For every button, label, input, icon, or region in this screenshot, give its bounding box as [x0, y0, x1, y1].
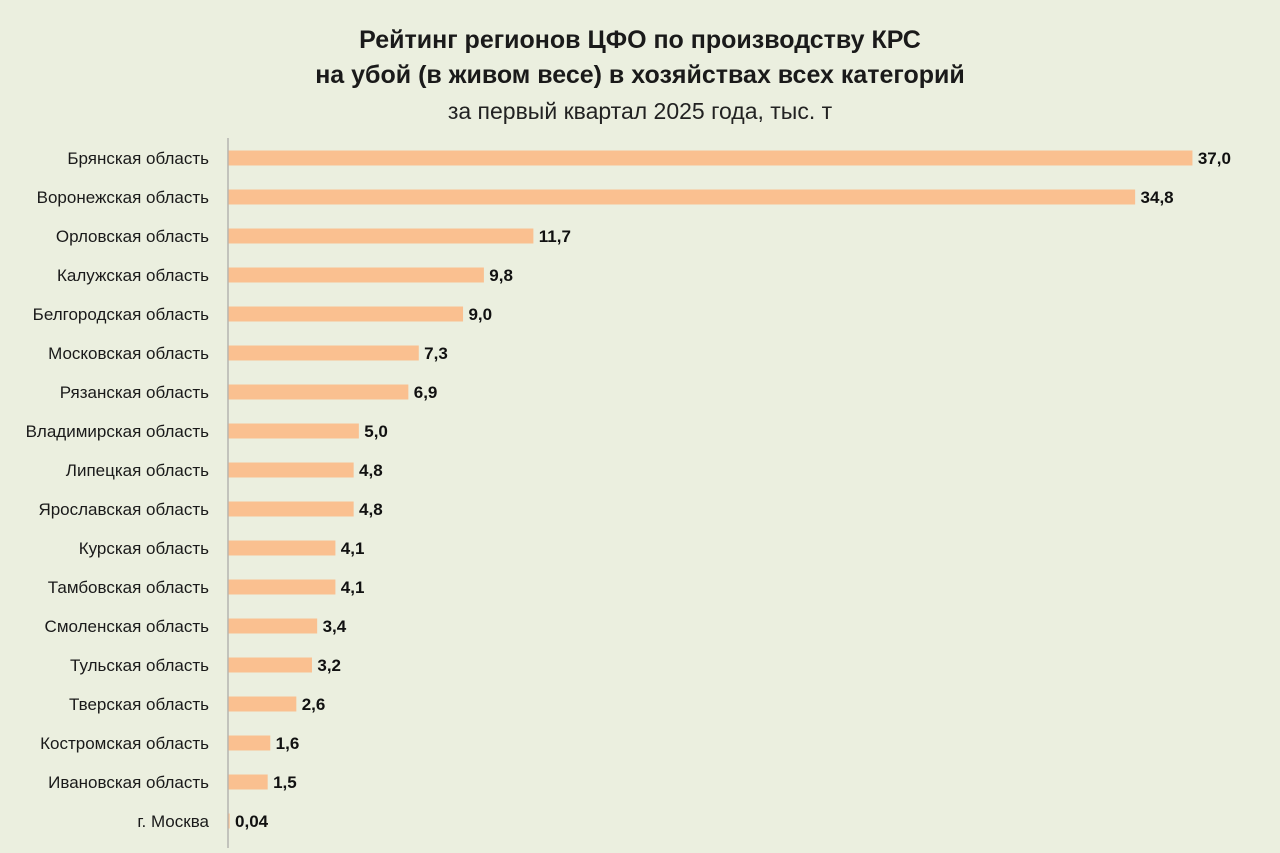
category-label: Курская область — [79, 539, 209, 558]
bar — [228, 423, 359, 439]
bar — [228, 618, 318, 634]
data-label: 5,0 — [364, 422, 388, 441]
category-label: Калужская область — [57, 266, 209, 285]
category-label: Ивановская область — [48, 773, 209, 792]
data-label: 0,04 — [235, 812, 269, 831]
bar — [228, 813, 230, 829]
chart-title-line2: на убой (в живом весе) в хозяйствах всех… — [315, 61, 965, 89]
category-label: Белгородская область — [33, 305, 209, 324]
category-label: Тверская область — [69, 695, 209, 714]
data-label: 1,5 — [273, 773, 297, 792]
bar — [228, 189, 1136, 205]
category-label: Московская область — [48, 344, 209, 363]
category-label: Тульская область — [70, 656, 209, 675]
bar — [228, 696, 297, 712]
data-label: 4,8 — [359, 461, 383, 480]
bar — [228, 345, 419, 361]
data-label: 2,6 — [302, 695, 326, 714]
category-label: Воронежская область — [37, 188, 210, 207]
category-label: Смоленская область — [45, 617, 210, 636]
bar — [228, 267, 484, 283]
bar — [228, 306, 464, 322]
data-label: 34,8 — [1141, 188, 1174, 207]
category-label: Владимирская область — [26, 422, 210, 441]
category-label: г. Москва — [137, 812, 209, 831]
bar — [228, 228, 534, 244]
data-label: 7,3 — [424, 344, 448, 363]
category-label: Тамбовская область — [48, 578, 209, 597]
data-label: 1,6 — [276, 734, 300, 753]
bar — [228, 735, 271, 751]
bar — [228, 150, 1193, 166]
category-label: Липецкая область — [66, 461, 209, 480]
bar — [228, 579, 336, 595]
category-label: Рязанская область — [60, 383, 209, 402]
data-label: 6,9 — [414, 383, 438, 402]
category-label: Брянская область — [67, 149, 209, 168]
data-label: 4,1 — [341, 578, 365, 597]
bar — [228, 657, 312, 673]
bar — [228, 540, 336, 556]
chart-title: Рейтинг регионов ЦФО по производству КРС — [359, 26, 921, 54]
bar — [228, 384, 409, 400]
data-label: 11,7 — [539, 227, 571, 246]
data-label: 3,2 — [317, 656, 341, 675]
data-label: 9,0 — [468, 305, 492, 324]
category-label: Ярославская область — [38, 500, 209, 519]
bar — [228, 501, 354, 517]
data-label: 37,0 — [1198, 149, 1231, 168]
category-label: Орловская область — [56, 227, 209, 246]
data-label: 9,8 — [489, 266, 513, 285]
category-label: Костромская область — [40, 734, 209, 753]
data-label: 4,1 — [341, 539, 365, 558]
chart-subtitle: за первый квартал 2025 года, тыс. т — [447, 98, 833, 124]
data-label: 3,4 — [323, 617, 347, 636]
bar — [228, 774, 268, 790]
data-label: 4,8 — [359, 500, 383, 519]
bar — [228, 462, 354, 478]
